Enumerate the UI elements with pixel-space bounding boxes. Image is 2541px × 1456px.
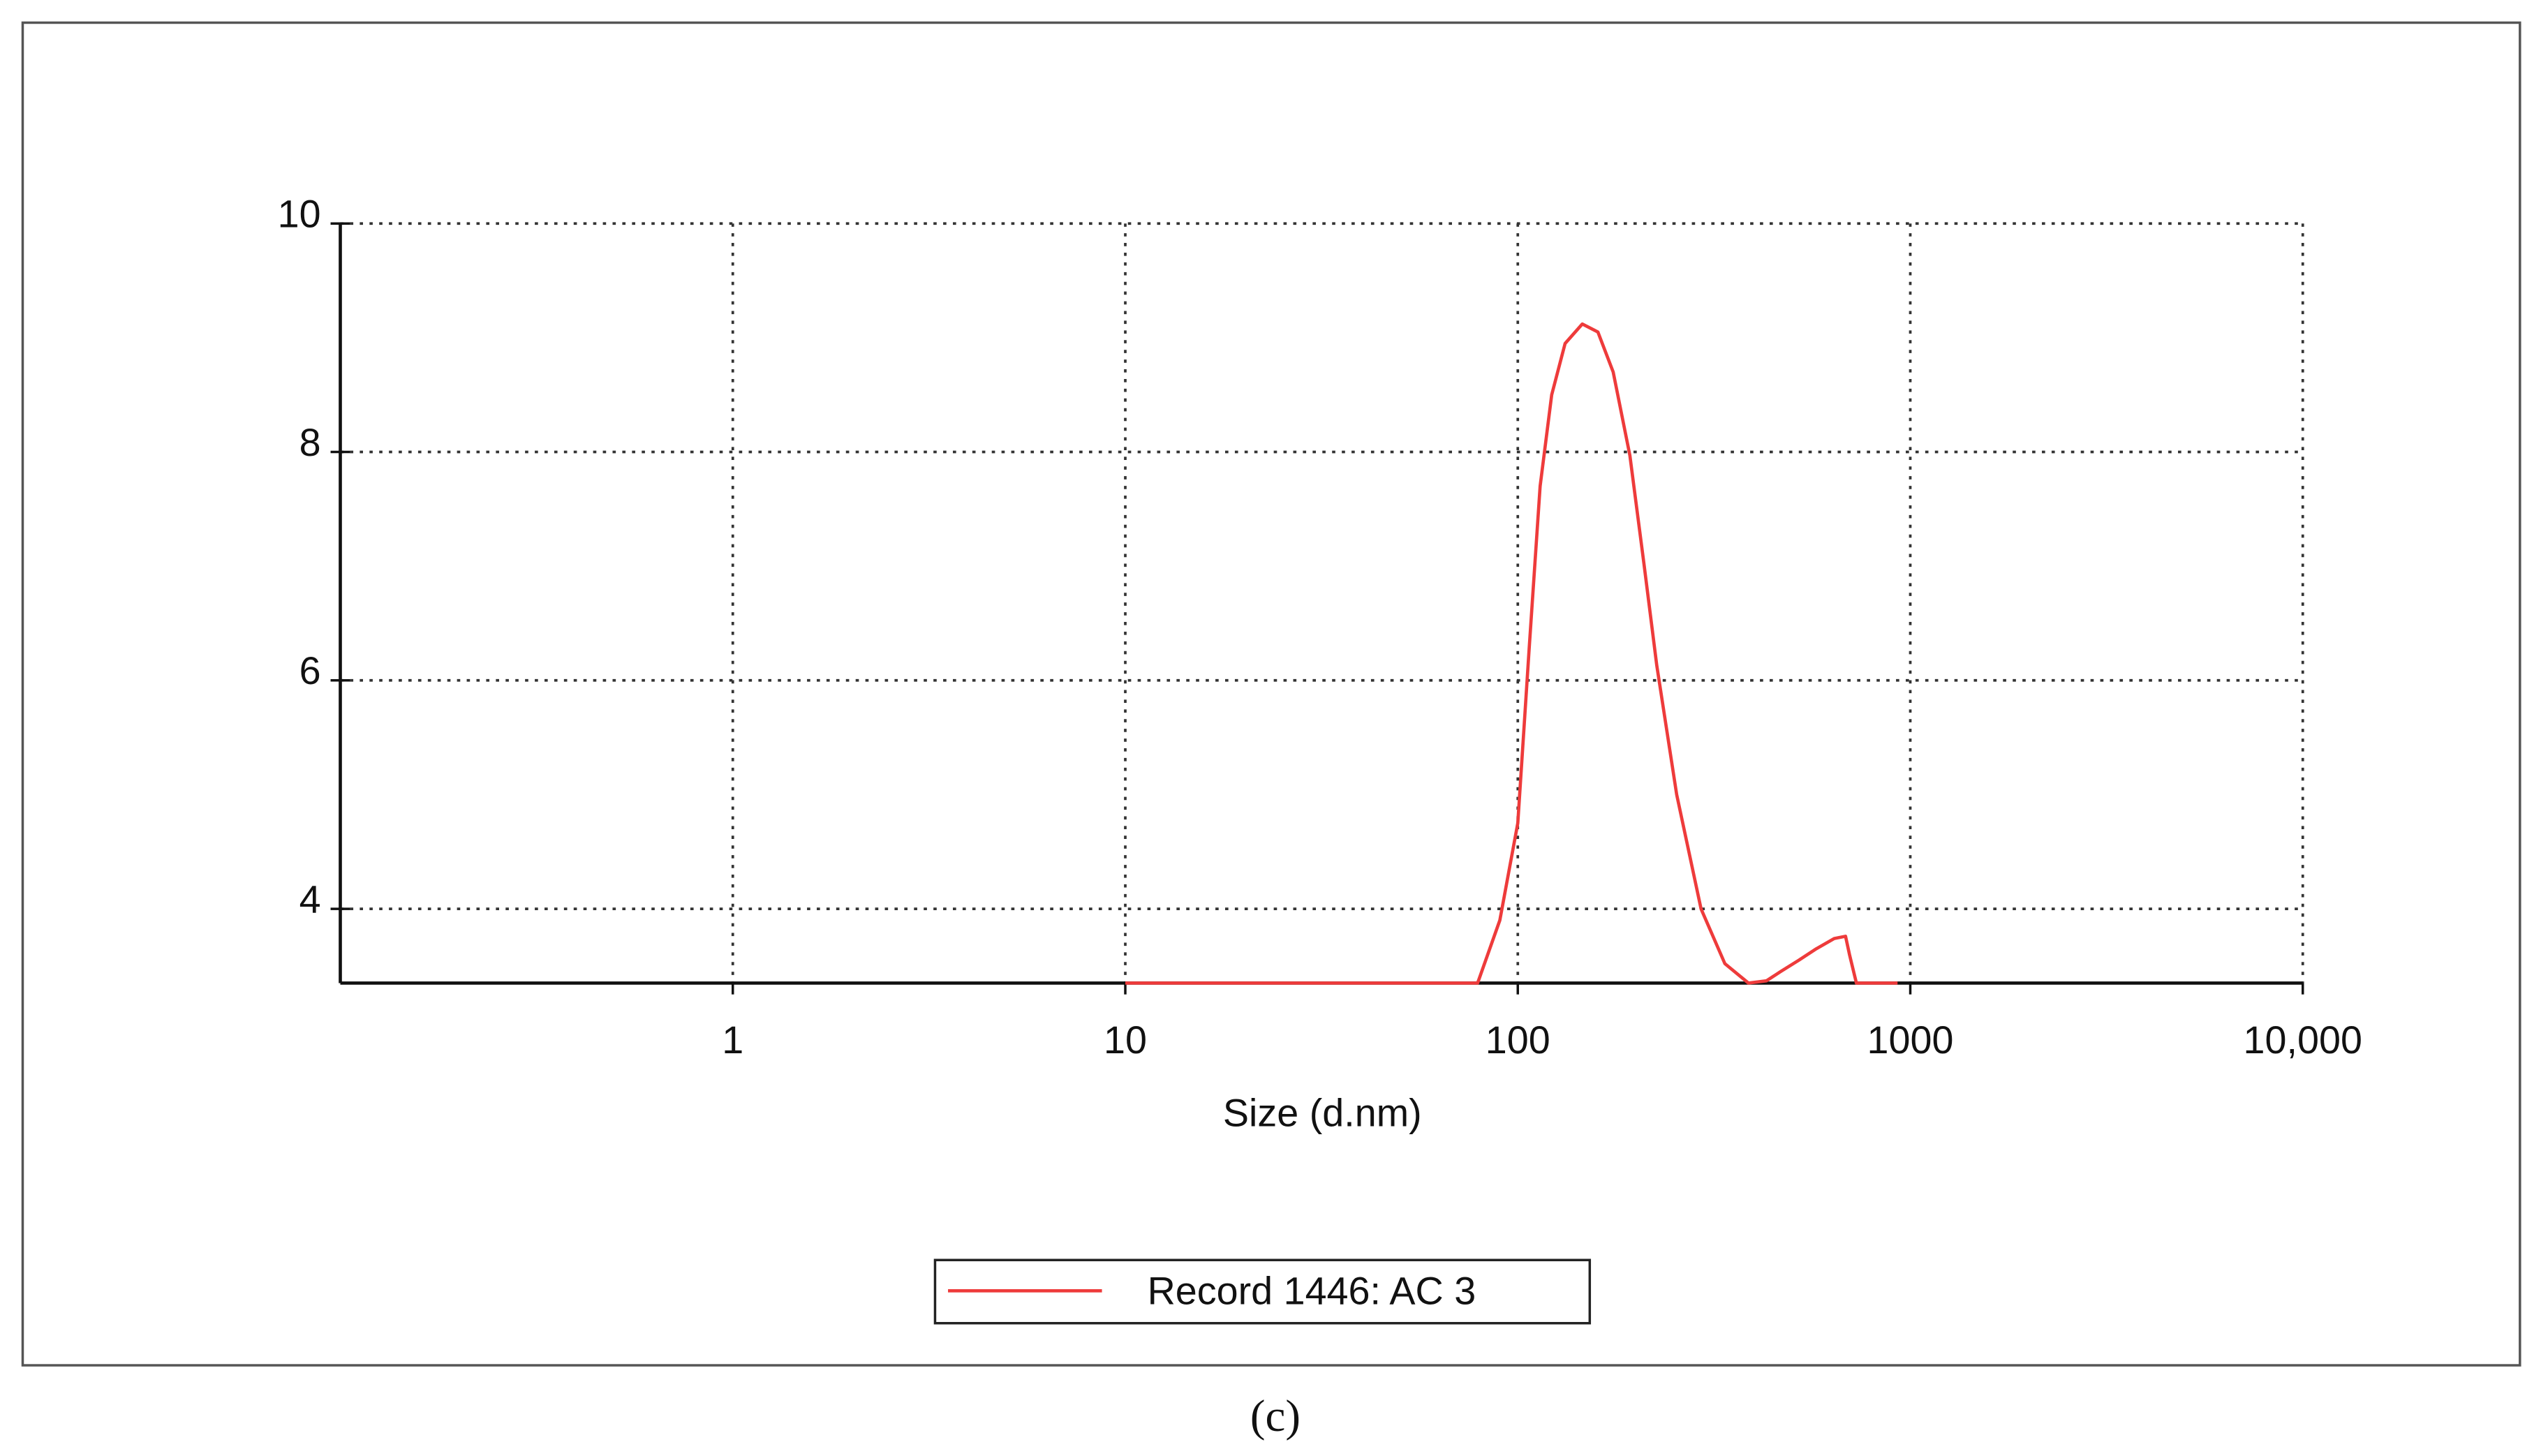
x-tick-label: 1000: [1867, 1018, 1954, 1062]
x-tick-label: 1: [722, 1018, 743, 1062]
x-axis-title: Size (d.nm): [1223, 1091, 1422, 1134]
y-tick-label: 6: [299, 649, 321, 692]
y-tick-label: 8: [299, 421, 321, 464]
caption: (c): [1250, 1391, 1301, 1441]
panel-frame: [21, 21, 2521, 1367]
y-tick-label: 4: [299, 878, 321, 921]
legend-label: Record 1446: AC 3: [1148, 1270, 1476, 1313]
x-tick-label: 10: [1104, 1018, 1147, 1062]
x-tick-label: 10,000: [2244, 1018, 2362, 1062]
y-tick-label: 10: [278, 193, 321, 236]
data-line: [1125, 322, 1898, 985]
x-tick-label: 100: [1486, 1018, 1550, 1062]
